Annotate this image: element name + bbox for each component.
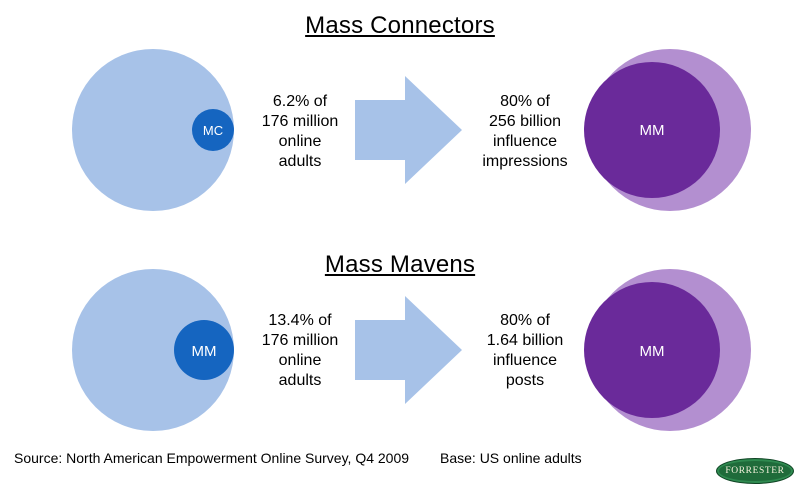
segment-label-mm: MM bbox=[192, 343, 217, 360]
influence-inner-circle-mm bbox=[584, 282, 720, 418]
base-note: Base: US online adults bbox=[440, 450, 582, 466]
segment-circle-mc bbox=[192, 109, 234, 151]
influence-inner-circle-mc bbox=[584, 62, 720, 198]
caption-share-of-adults-mc: 6.2% of 176 million online adults bbox=[261, 93, 339, 170]
arrow-mass-connectors bbox=[355, 76, 462, 184]
population-circle-mass-connectors bbox=[72, 49, 234, 211]
source-note: Source: North American Empowerment Onlin… bbox=[14, 450, 410, 466]
caption-share-of-influence-mc: 80% of 256 billion influence impressions bbox=[482, 93, 568, 170]
arrow-mass-mavens bbox=[355, 296, 462, 404]
segment-label-mc: MC bbox=[203, 123, 223, 138]
forrester-logo: FORRESTER bbox=[716, 458, 794, 484]
influence-label-mc: MM bbox=[640, 122, 665, 139]
section-title-mass-connectors: Mass Connectors bbox=[305, 12, 495, 39]
caption-share-of-influence-mm: 80% of 1.64 billion influence posts bbox=[486, 312, 564, 389]
segment-circle-mm bbox=[174, 320, 234, 380]
section-title-mass-mavens: Mass Mavens bbox=[324, 251, 476, 278]
population-circle-mass-mavens bbox=[72, 269, 234, 431]
caption-share-of-adults-mm: 13.4% of 176 million online adults bbox=[261, 312, 339, 389]
influence-label-mm: MM bbox=[640, 343, 665, 360]
